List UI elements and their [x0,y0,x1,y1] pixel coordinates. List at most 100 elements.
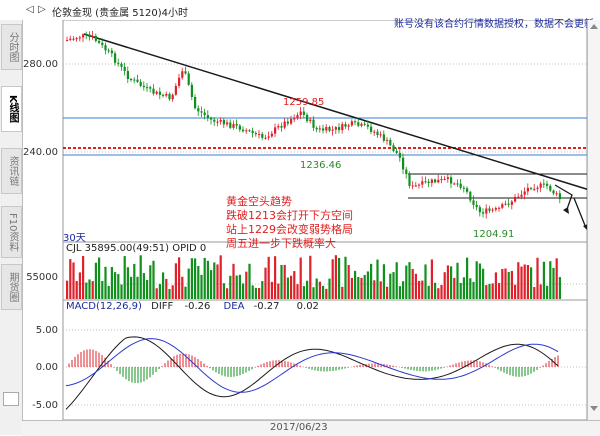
volume-bar [114,272,117,299]
volume-bar [331,259,334,299]
volume-bar [110,267,113,299]
scroll-up-icon[interactable] [590,24,598,29]
volume-bar [184,286,187,299]
candle-body [248,130,251,132]
volume-bar [171,285,174,299]
volume-bar [146,280,149,299]
candle-body [443,178,446,180]
candle-body [222,119,225,125]
arrow-head [563,207,569,214]
down-trend-line[interactable] [83,33,597,193]
volume-bar [443,272,446,299]
volume-bar [488,283,491,299]
candle-body [542,183,545,185]
volume-bar [149,265,152,299]
tab-kline[interactable]: K线图 [1,86,22,132]
candle-body [117,62,120,64]
tab-futures-circle[interactable]: 期货圈 [1,264,22,310]
volume-bar [440,284,443,299]
volume-bar [370,263,373,299]
candle-body [152,88,155,94]
candle-body [328,127,331,131]
volume-bars[interactable] [66,255,561,299]
volume-bar [248,263,251,299]
candlestick-series[interactable] [66,31,561,219]
candle-body [302,111,305,115]
candle-body [370,126,373,132]
candle-body [456,183,459,185]
tab-time-sharing[interactable]: 分时图 [1,24,22,70]
candle-body [491,209,494,211]
volume-bar [350,277,353,299]
candle-body [395,150,398,153]
prev-icon[interactable]: ◁ [26,4,34,15]
volume-bar [475,261,478,299]
candle-body [184,71,187,74]
volume-bar [178,257,181,299]
volume-bar [72,262,75,299]
candle-body [203,112,206,116]
volume-bar [328,278,331,299]
candle-body [533,188,536,190]
volume-bar [539,284,542,299]
volume-bar [226,288,229,299]
candle-body [158,91,161,95]
candle-body [75,38,78,40]
candle-body [494,208,497,210]
volume-bar [245,271,248,299]
scroll-down-icon[interactable] [590,406,598,411]
volume-bar [181,276,184,299]
right-scrollbar[interactable] [587,20,600,420]
volume-bar [216,264,219,299]
candle-body [510,201,513,205]
candle-body [270,133,273,137]
candle-body [357,122,360,126]
tab-news[interactable]: 资讯链 [1,148,22,194]
volume-bar [286,277,289,299]
volume-bar [155,288,158,299]
volume-header: CJL 35895.00(49:51) OPID 0 [66,243,207,254]
volume-bar [430,259,433,299]
price-axis-label: 1280.00 [17,59,58,70]
candle-body [366,124,369,127]
volume-bar [277,283,280,299]
candle-body [242,129,245,132]
volume-bar [392,272,395,299]
volume-bar [165,278,168,299]
volume-bar [402,281,405,299]
volume-bar [267,256,270,299]
volume-bar [514,284,517,299]
candle-body [331,129,334,131]
candle-body [530,187,533,189]
volume-bar [107,285,110,299]
tab-f10[interactable]: F10资料 [1,206,22,258]
next-icon[interactable]: ▷ [38,4,46,15]
volume-bar [283,264,286,299]
volume-bar [174,263,177,299]
candle-body [402,157,405,170]
volume-bar [533,287,536,299]
candle-body [149,87,152,89]
candle-body [389,139,392,146]
volume-bar [136,276,139,299]
volume-bar [341,286,344,299]
candle-body [254,133,257,135]
candle-body [507,203,510,205]
candle-body [219,119,222,122]
volume-bar [338,257,341,299]
volume-bar [456,262,459,299]
candle-body [386,139,389,141]
volume-bar [485,285,488,299]
candle-body [552,190,555,194]
volume-bar [478,263,481,299]
menu-icon[interactable] [3,392,19,406]
candle-body [146,87,149,89]
candle-body [459,183,462,188]
volume-bar [526,265,529,299]
candle-body [66,39,69,41]
candle-body [462,187,465,189]
volume-bar [299,257,302,299]
candle-body [501,204,504,208]
window-title: 伦敦金现 (贵金属 5120)4小时 [52,8,188,19]
